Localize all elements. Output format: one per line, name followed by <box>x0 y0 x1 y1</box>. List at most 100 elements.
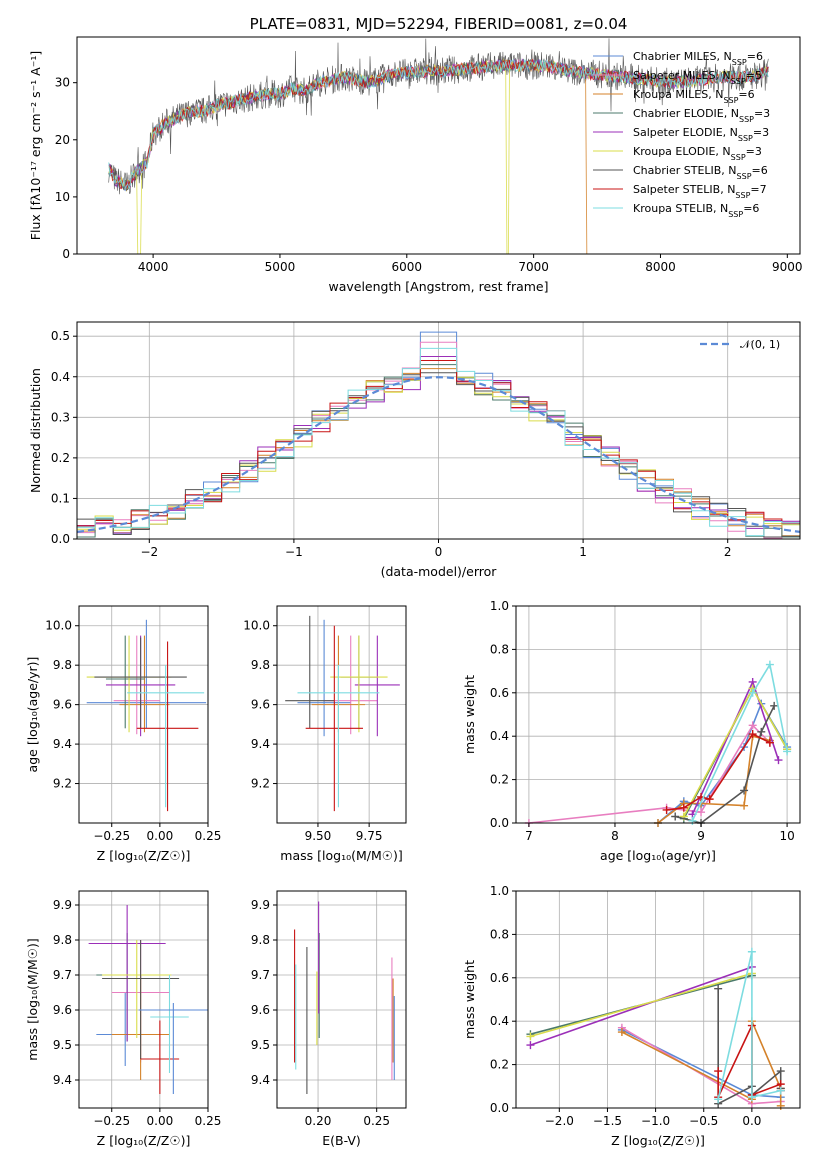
weight-marker <box>765 738 774 747</box>
axes-z-age: −0.25 0.00 0.25 9.2 9.4 9.6 9.8 10.0 Z [log₁₀(Z/… <box>25 605 221 863</box>
weight-line-7 <box>666 732 771 811</box>
axes-frame <box>515 605 801 824</box>
x-tick-label: 9 <box>697 829 705 843</box>
y-tick-label: 0.6 <box>490 971 509 985</box>
legend-entry: Chabrier ELODIE, NSSP=3 <box>633 107 770 124</box>
histogram-1 <box>77 341 800 539</box>
x-tick-label: 2 <box>724 545 732 559</box>
weight-marker <box>740 786 749 795</box>
y-tick-label: 0.1 <box>51 491 70 505</box>
weight-marker <box>776 1086 785 1095</box>
x-tick-label: 5000 <box>265 260 296 274</box>
y-tick-label: 0.2 <box>51 451 70 465</box>
axes-mass-age: 9.50 9.75 9.2 9.4 9.6 9.8 10.0 mass [log₁₀(M/M☉… <box>243 605 407 863</box>
weight-marker <box>757 727 766 736</box>
plot-area <box>77 331 800 539</box>
x-tick-label: 7000 <box>518 260 549 274</box>
axes-frame <box>276 890 407 1109</box>
x-tick-label: −0.25 <box>93 1114 130 1128</box>
weight-marker <box>617 1028 626 1037</box>
x-tick-label: 0.20 <box>305 1114 332 1128</box>
plot-area <box>526 947 785 1110</box>
plot-area <box>285 615 400 812</box>
y-tick-label: 10.0 <box>45 619 72 633</box>
legend-entry: Chabrier MILES, NSSP=6 <box>633 50 763 67</box>
weight-marker <box>740 801 749 810</box>
weight-marker <box>714 1067 723 1076</box>
weight-marker <box>679 803 688 812</box>
weight-marker <box>526 1032 535 1041</box>
x-tick-label: 6000 <box>392 260 423 274</box>
x-axis-label: Z [log₁₀(Z/Z☉)] <box>97 1133 191 1148</box>
y-tick-label: 9.4 <box>53 1073 72 1087</box>
y-tick-label: 0 <box>62 247 70 261</box>
y-tick-label: 9.4 <box>251 737 270 751</box>
y-tick-label: 20 <box>55 133 70 147</box>
x-tick-label: −1.5 <box>593 1114 622 1128</box>
weight-marker <box>662 805 671 814</box>
legend-entry: Salpeter MILES, NSSP=5 <box>633 69 762 86</box>
x-tick-label: 9.75 <box>356 829 383 843</box>
y-axis-label: Flux [fλ10⁻¹⁷ erg cm⁻² s⁻¹ A⁻¹] <box>28 51 43 240</box>
x-tick-label: 0.00 <box>147 829 174 843</box>
weight-line-0 <box>621 1029 781 1098</box>
y-tick-label: 9.7 <box>251 968 270 982</box>
x-tick-label: −0.25 <box>93 829 130 843</box>
normal-curve <box>77 376 800 533</box>
y-tick-label: 9.6 <box>251 698 270 712</box>
legend-entry: Salpeter ELODIE, NSSP=3 <box>633 126 769 143</box>
x-tick-label: 9.50 <box>305 829 332 843</box>
y-axis-label: mass weight <box>462 675 477 754</box>
histogram-7 <box>77 360 800 539</box>
x-axis-label: wavelength [Angstrom, rest frame] <box>328 279 548 294</box>
axes-frame <box>78 890 209 1109</box>
x-tick-label: −2.0 <box>545 1114 574 1128</box>
y-tick-label: 9.7 <box>53 968 72 982</box>
axes-frame <box>78 605 209 824</box>
axes-ebv-mass: 0.20 0.25 9.4 9.5 9.6 9.7 9.8 9.9 E(B-V) <box>251 890 407 1148</box>
y-tick-label: 0.5 <box>51 329 70 343</box>
y-tick-label: 0.8 <box>490 642 509 656</box>
x-tick-label: −2 <box>140 545 158 559</box>
x-tick-label: 0.25 <box>195 1114 222 1128</box>
y-tick-label: 0.2 <box>490 773 509 787</box>
weight-marker <box>774 756 783 765</box>
x-tick-label: −1.0 <box>641 1114 670 1128</box>
x-tick-label: 8000 <box>645 260 676 274</box>
weight-marker <box>714 984 723 993</box>
legend-entry: Chabrier STELIB, NSSP=6 <box>633 164 768 181</box>
axes-residuals: −2 −1 0 1 2 0.0 0.1 0.2 0.3 0.4 0.5 (data-model)/er… <box>28 321 801 579</box>
weight-marker <box>776 1101 785 1110</box>
weight-marker <box>748 721 757 730</box>
y-tick-label: 1.0 <box>490 884 509 898</box>
weight-marker <box>783 747 792 756</box>
y-tick-label: 1.0 <box>490 599 509 613</box>
y-tick-label: 0.6 <box>490 686 509 700</box>
weight-marker <box>770 701 779 710</box>
y-tick-label: 9.8 <box>251 658 270 672</box>
legend-entry: 𝒩(0, 1) <box>740 338 780 351</box>
axes-z-weight: −2.0 −1.5 −1.0 −0.5 0.0 0.0 0.2 0.4 0.6 0.8 1.0 Z [… <box>462 884 801 1148</box>
chart-title: PLATE=0831, MJD=52294, FIBERID=0081, z=0… <box>250 15 628 33</box>
plot-area <box>108 38 769 254</box>
y-tick-label: 9.9 <box>53 898 72 912</box>
x-tick-label: 0.00 <box>147 1114 174 1128</box>
x-tick-label: −0.5 <box>689 1114 718 1128</box>
x-tick-label: 4000 <box>138 260 169 274</box>
y-tick-label: 0.4 <box>490 729 509 743</box>
axes-frame <box>515 890 801 1109</box>
y-tick-label: 0.8 <box>490 927 509 941</box>
plot-area <box>88 905 208 1094</box>
y-tick-label: 9.5 <box>53 1038 72 1052</box>
legend-entry: Kroupa STELIB, NSSP=6 <box>633 202 759 219</box>
y-axis-label: mass [log₁₀(M/M☉)] <box>25 938 40 1060</box>
weight-marker <box>526 1041 535 1050</box>
weight-marker <box>776 1067 785 1076</box>
y-axis-label: age [log₁₀(age/yr)] <box>25 657 40 773</box>
x-axis-label: (data-model)/error <box>381 564 498 579</box>
y-tick-label: 9.5 <box>251 1038 270 1052</box>
x-axis-label: Z [log₁₀(Z/Z☉)] <box>97 848 191 863</box>
y-tick-label: 9.2 <box>251 777 270 791</box>
axes-spectrum: 4000 5000 6000 7000 8000 9000 0 10 20 30 wavelengt… <box>28 15 803 294</box>
y-tick-label: 0.0 <box>490 1101 509 1115</box>
